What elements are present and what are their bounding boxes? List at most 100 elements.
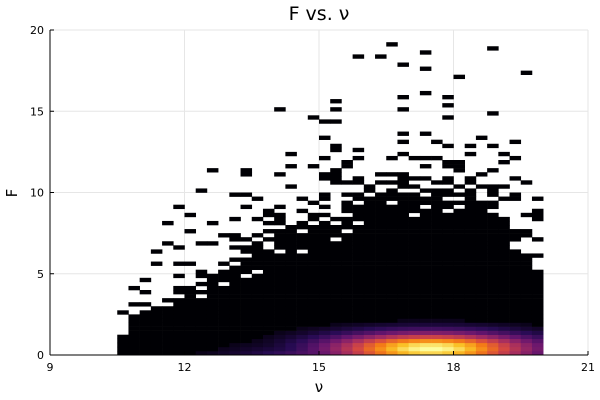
heatmap-cell (453, 310, 466, 315)
heatmap-cell (453, 253, 466, 258)
heatmap-cell (464, 151, 477, 157)
heatmap-cell (453, 294, 466, 299)
heatmap-cell (408, 233, 421, 238)
heatmap-cell (397, 225, 409, 230)
x-tick-label: 15 (312, 361, 326, 374)
heatmap-cell (431, 318, 443, 323)
heatmap-cell (520, 346, 533, 352)
heatmap-cell (464, 188, 477, 193)
heatmap-cell (475, 294, 488, 299)
heatmap-cell (386, 216, 398, 222)
heatmap-cell (509, 281, 522, 287)
heatmap-cell (419, 322, 432, 327)
heatmap-cell (330, 302, 342, 307)
heatmap-cell (531, 237, 544, 242)
heatmap-cell (397, 269, 409, 275)
heatmap-cell (442, 281, 454, 287)
heatmap-cell (274, 204, 286, 210)
heatmap-cell (464, 314, 477, 319)
heatmap-cell (520, 253, 533, 258)
heatmap-cell (464, 306, 477, 311)
heatmap-cell (341, 220, 353, 226)
heatmap-cell (139, 302, 152, 307)
heatmap-cell (487, 257, 499, 262)
heatmap-cell (419, 196, 432, 201)
heatmap-cell (464, 249, 477, 254)
heatmap-cell (531, 326, 544, 331)
heatmap-cell (363, 237, 376, 242)
heatmap-cell (475, 245, 488, 250)
heatmap-cell (195, 310, 208, 315)
heatmap-cell (442, 338, 454, 344)
heatmap-cell (464, 200, 477, 205)
heatmap-cell (352, 281, 365, 287)
heatmap-cell (375, 290, 387, 295)
heatmap-cell (408, 200, 421, 205)
heatmap-cell (184, 290, 197, 295)
heatmap-cell (408, 306, 421, 311)
heatmap-cell (251, 241, 264, 246)
heatmap-cell (419, 306, 432, 311)
heatmap-cell (330, 99, 342, 104)
heatmap-cell (341, 216, 353, 222)
heatmap-cell (307, 330, 320, 335)
heatmap-cell (431, 306, 443, 311)
heatmap-cell (442, 225, 454, 230)
heatmap-cell (408, 196, 421, 201)
heatmap-cell (363, 200, 376, 205)
heatmap-cell (319, 346, 331, 352)
heatmap-cell (307, 326, 320, 331)
heatmap-cell (150, 326, 163, 331)
heatmap-cell (419, 265, 432, 270)
heatmap-cell (330, 265, 342, 270)
heatmap-cell (218, 322, 230, 327)
heatmap-cell (386, 225, 398, 230)
heatmap-cell (128, 350, 140, 356)
heatmap-cell (431, 314, 443, 319)
heatmap-cell (386, 204, 398, 210)
heatmap-cell (184, 314, 197, 319)
heatmap-cell (386, 273, 398, 279)
heatmap-cell (520, 322, 533, 327)
heatmap-cell (397, 342, 409, 348)
heatmap-cell (386, 261, 398, 266)
heatmap-cell (296, 277, 309, 283)
heatmap-cell (397, 306, 409, 311)
heatmap-cell (218, 290, 230, 295)
heatmap-cell (509, 285, 522, 291)
tick-labels: 9 12 15 18 21 0 5 10 15 20 (30, 24, 595, 374)
heatmap-cell (274, 334, 286, 340)
heatmap-cell (475, 285, 488, 291)
heatmap-cell (453, 168, 466, 173)
heatmap-cell (408, 261, 421, 266)
heatmap-cell (375, 216, 387, 222)
heatmap-cell (408, 237, 421, 242)
heatmap-cell (431, 322, 443, 327)
heatmap-cell (117, 346, 129, 352)
heatmap-cell (375, 245, 387, 250)
heatmap-cell (442, 176, 454, 181)
heatmap-cell (431, 192, 443, 197)
heatmap-cell (262, 342, 275, 348)
heatmap-cell (397, 338, 409, 344)
heatmap-cell (240, 334, 253, 340)
heatmap-cell (531, 281, 544, 287)
heatmap-cell (285, 290, 297, 295)
heatmap-cell (262, 237, 275, 242)
heatmap-cell (408, 334, 421, 340)
heatmap-cell (475, 216, 488, 222)
heatmap-cell (431, 326, 443, 331)
heatmap-cell (386, 334, 398, 340)
heatmap-cell (487, 330, 499, 335)
heatmap-cell (195, 322, 208, 327)
heatmap-cell (262, 322, 275, 327)
heatmap-cell (453, 200, 466, 205)
heatmap-cell (341, 273, 353, 279)
heatmap-cell (296, 294, 309, 299)
heatmap-cell (184, 338, 197, 344)
heatmap-cell (520, 318, 533, 323)
heatmap-cell (408, 294, 421, 299)
heatmap-cell (509, 253, 522, 258)
heatmap-cell (296, 265, 309, 270)
heatmap-cell (184, 334, 197, 340)
